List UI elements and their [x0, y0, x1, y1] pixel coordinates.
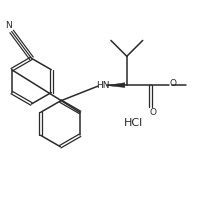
- Text: O: O: [170, 79, 177, 88]
- Text: HCl: HCl: [124, 118, 143, 128]
- Polygon shape: [107, 83, 125, 87]
- Text: O: O: [149, 108, 156, 117]
- Text: N: N: [5, 21, 12, 30]
- Text: HN: HN: [96, 81, 110, 90]
